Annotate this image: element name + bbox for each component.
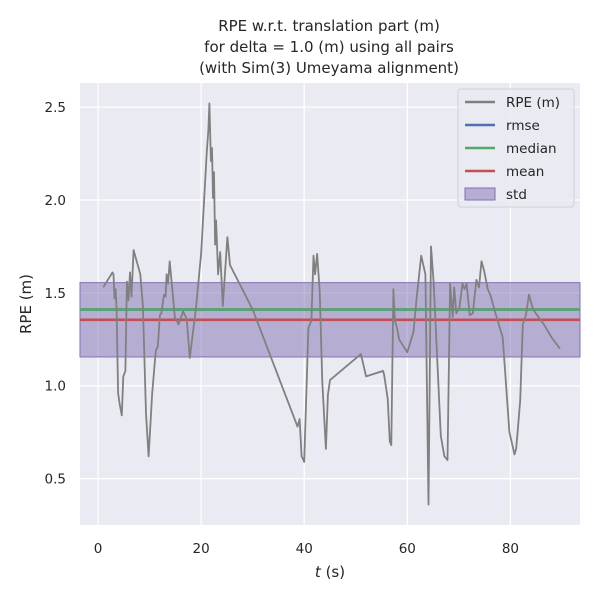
chart-title-line-1: RPE w.r.t. translation part (m) bbox=[218, 17, 440, 35]
legend-swatch-std bbox=[464, 187, 496, 201]
x-axis-label-unit: (s) bbox=[321, 563, 345, 581]
y-tick-label: 2.5 bbox=[45, 100, 66, 116]
y-tick-label: 0.5 bbox=[45, 472, 66, 488]
x-axis-label: t (s) bbox=[315, 563, 345, 581]
chart-title-line-3: (with Sim(3) Umeyama alignment) bbox=[199, 59, 459, 77]
legend-frame bbox=[457, 88, 575, 208]
x-tick-label: 40 bbox=[296, 541, 313, 557]
x-tick-label: 0 bbox=[94, 541, 103, 557]
x-tick-label: 80 bbox=[502, 541, 519, 557]
legend-label-median: median bbox=[506, 141, 557, 157]
x-tick-labels: 0 20 40 60 80 bbox=[94, 541, 519, 557]
x-axis-label-var: t bbox=[315, 563, 322, 581]
chart-title: RPE w.r.t. translation part (m) for delt… bbox=[199, 17, 459, 77]
y-tick-label: 2.0 bbox=[45, 193, 66, 209]
rpe-series-line bbox=[102, 102, 561, 506]
y-tick-label: 1.5 bbox=[45, 286, 66, 302]
x-tick-label: 60 bbox=[399, 541, 416, 557]
y-tick-label: 1.0 bbox=[45, 379, 66, 395]
legend-label-series: RPE (m) bbox=[506, 95, 560, 111]
y-tick-labels: 0.5 1.0 1.5 2.0 2.5 bbox=[45, 100, 66, 487]
legend: RPE (m) rmse median mean std bbox=[457, 88, 575, 208]
legend-label-mean: mean bbox=[506, 164, 544, 180]
y-axis-label: RPE (m) bbox=[17, 274, 35, 334]
legend-label-std: std bbox=[506, 187, 527, 203]
series-layer bbox=[102, 102, 561, 506]
chart-title-line-2: for delta = 1.0 (m) using all pairs bbox=[204, 38, 454, 56]
legend-label-rmse: rmse bbox=[506, 118, 540, 134]
x-tick-label: 20 bbox=[193, 541, 210, 557]
